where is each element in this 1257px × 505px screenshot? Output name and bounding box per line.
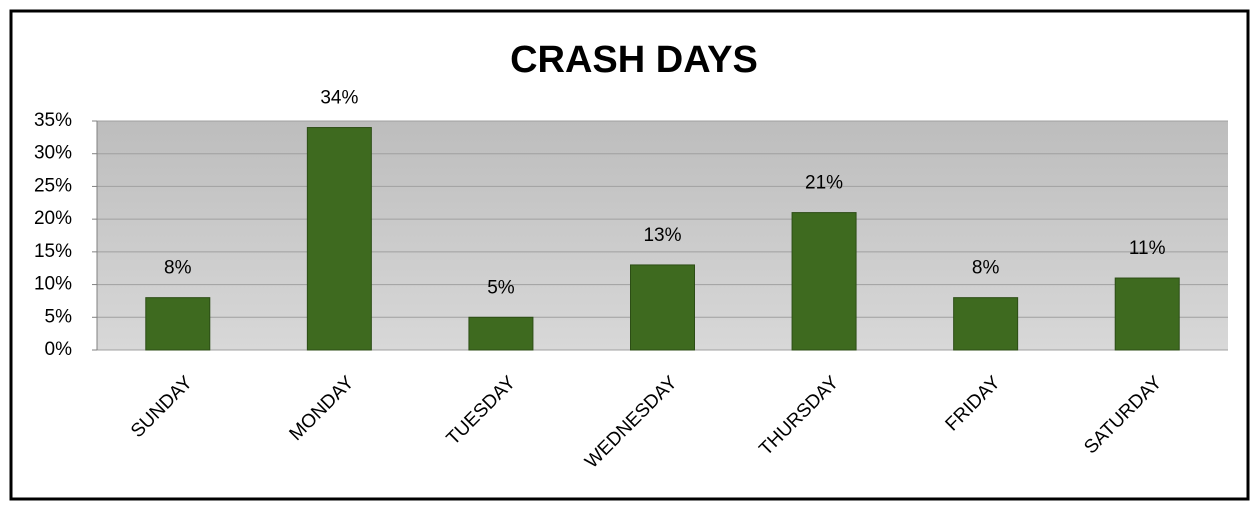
data-label: 8% (972, 258, 1000, 279)
y-tick-label: 30% (34, 143, 72, 164)
bar (145, 297, 211, 351)
y-tick-label: 5% (45, 306, 73, 327)
bar (1114, 277, 1180, 351)
bar (468, 316, 534, 351)
y-tick-label: 0% (45, 339, 73, 360)
y-tick-label: 25% (34, 175, 72, 196)
y-tick-label: 35% (34, 110, 72, 131)
y-tick-label: 20% (34, 208, 72, 229)
bar (953, 297, 1019, 351)
chart-title: CRASH DAYS (510, 39, 758, 81)
bar (306, 127, 372, 351)
y-tick-label: 10% (34, 274, 72, 295)
data-label: 34% (320, 88, 358, 109)
data-label: 8% (164, 258, 192, 279)
bar (791, 212, 857, 351)
data-label: 13% (643, 225, 681, 246)
data-label: 11% (1129, 238, 1166, 259)
y-tick-label: 15% (34, 241, 72, 262)
data-label: 21% (805, 173, 843, 194)
bar (630, 264, 695, 351)
data-label: 5% (487, 277, 515, 298)
